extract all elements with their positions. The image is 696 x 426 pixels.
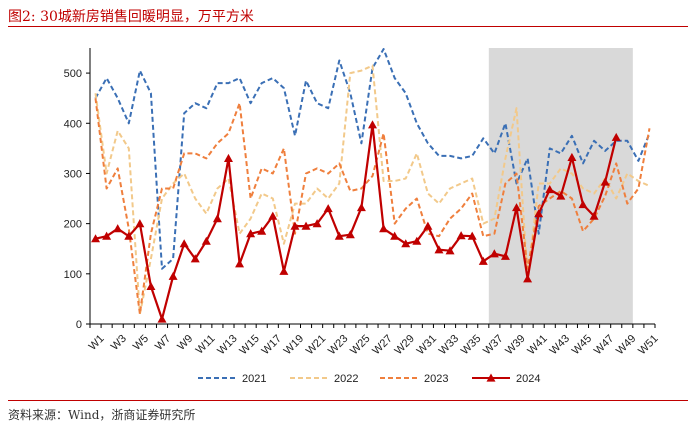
series-point-2024 xyxy=(157,314,167,323)
x-tick-label: W29 xyxy=(392,333,416,357)
series-line-2021 xyxy=(94,48,651,270)
x-tick-label: W49 xyxy=(614,333,638,357)
series-point-2024 xyxy=(379,224,389,233)
series-point-2024 xyxy=(168,271,178,280)
x-tick-label: W35 xyxy=(459,333,483,357)
legend: 2021 2022 2023 2024 xyxy=(198,373,540,385)
series-point-2024 xyxy=(500,251,510,260)
series-point-2024 xyxy=(290,221,300,230)
series-point-2024 xyxy=(312,219,322,228)
series-point-2024 xyxy=(545,185,555,194)
series-layer xyxy=(91,48,651,323)
series-point-2024 xyxy=(534,209,544,218)
series-point-2024 xyxy=(113,224,123,233)
series-point-2024 xyxy=(301,221,311,230)
y-tick-label: 400 xyxy=(64,118,82,130)
chart-title: 图2: 30城新房销售回暖明显，万平方米 xyxy=(8,9,254,25)
series-point-2024 xyxy=(179,239,189,248)
series-point-2024 xyxy=(135,219,145,228)
series-line-2022 xyxy=(94,64,650,315)
series-point-2024 xyxy=(356,203,366,212)
series-point-2024 xyxy=(467,231,477,240)
series-point-2024 xyxy=(268,211,278,220)
x-tick-label: W5 xyxy=(131,333,151,353)
series-point-2024 xyxy=(434,245,444,254)
x-tick-label: W17 xyxy=(260,333,284,357)
series-point-2024 xyxy=(323,204,333,213)
x-tick-label: W21 xyxy=(304,333,328,357)
series-point-2024 xyxy=(578,200,588,209)
series-point-2024 xyxy=(279,266,289,275)
x-tick-label: W7 xyxy=(153,333,173,353)
series-point-2024 xyxy=(91,234,101,243)
x-tick-label: W23 xyxy=(326,333,350,357)
series-point-2024 xyxy=(190,254,200,263)
y-tick-label: 0 xyxy=(76,319,82,331)
series-point-2024 xyxy=(390,231,400,240)
series-point-2024 xyxy=(611,132,621,141)
legend-label-2021: 2021 xyxy=(242,373,266,385)
chart: 0 100 200 300 400 500 W1 W3 W5 W7 W9W11W13W15W17W1… xyxy=(64,48,661,385)
x-tick-label: W15 xyxy=(237,333,261,357)
x-tick-label: W31 xyxy=(415,333,439,357)
x-tick-label: W9 xyxy=(175,333,195,353)
y-tick-label: 200 xyxy=(64,219,82,231)
series-point-2024 xyxy=(456,231,466,240)
x-tick-label: W43 xyxy=(548,333,572,357)
series-point-2024 xyxy=(246,229,256,238)
legend-label-2022: 2022 xyxy=(334,373,358,385)
x-tick-label: W51 xyxy=(636,333,660,357)
x-tick-label: W19 xyxy=(282,333,306,357)
series-point-2024 xyxy=(223,153,233,162)
series-point-2024 xyxy=(212,214,222,223)
source-divider xyxy=(8,400,688,401)
y-tick-label: 500 xyxy=(64,68,82,80)
series-point-2024 xyxy=(235,259,245,268)
x-tick-label: W27 xyxy=(370,333,394,357)
y-tick-label: 100 xyxy=(64,269,82,281)
series-point-2024 xyxy=(556,191,566,200)
x-tick-label: W3 xyxy=(109,333,129,353)
series-point-2024 xyxy=(445,246,455,255)
legend-marker-2024 xyxy=(486,373,496,382)
series-point-2024 xyxy=(523,274,533,283)
series-point-2024 xyxy=(567,152,577,161)
legend-label-2023: 2023 xyxy=(424,373,448,385)
series-line-2024 xyxy=(95,123,618,321)
legend-label-2024: 2024 xyxy=(516,373,540,385)
series-point-2024 xyxy=(124,231,134,240)
series-point-2024 xyxy=(489,249,499,258)
series-point-2024 xyxy=(257,226,267,235)
x-tick-label: W39 xyxy=(503,333,527,357)
x-tick-label: W13 xyxy=(215,333,239,357)
series-point-2024 xyxy=(401,239,411,248)
highlight-region-layer xyxy=(488,48,633,324)
series-point-2024 xyxy=(478,256,488,265)
x-tick-label: W11 xyxy=(194,333,218,357)
source-note: 资料来源：Wind，浙商证券研究所 xyxy=(8,408,196,422)
x-tick-label: W33 xyxy=(437,333,461,357)
series-point-2024 xyxy=(334,231,344,240)
highlight-region xyxy=(488,48,633,324)
x-tick-label: W1 xyxy=(87,333,107,353)
x-tick-label: W47 xyxy=(592,333,616,357)
series-point-2024 xyxy=(423,221,433,230)
series-point-2024 xyxy=(201,236,211,245)
series-point-2024 xyxy=(146,281,156,290)
x-tick-label: W25 xyxy=(348,333,372,357)
y-tick-label: 300 xyxy=(64,168,82,180)
series-point-2024 xyxy=(589,211,599,220)
x-tick-label: W45 xyxy=(570,333,594,357)
series-point-2024 xyxy=(512,203,522,212)
series-point-2024 xyxy=(102,231,112,240)
title-divider xyxy=(8,26,688,27)
series-point-2024 xyxy=(368,120,377,129)
series-point-2024 xyxy=(412,236,422,245)
series-point-2024 xyxy=(600,177,610,186)
x-tick-label: W37 xyxy=(481,333,505,357)
series-point-2024 xyxy=(345,230,355,239)
x-tick-label: W41 xyxy=(525,333,549,357)
